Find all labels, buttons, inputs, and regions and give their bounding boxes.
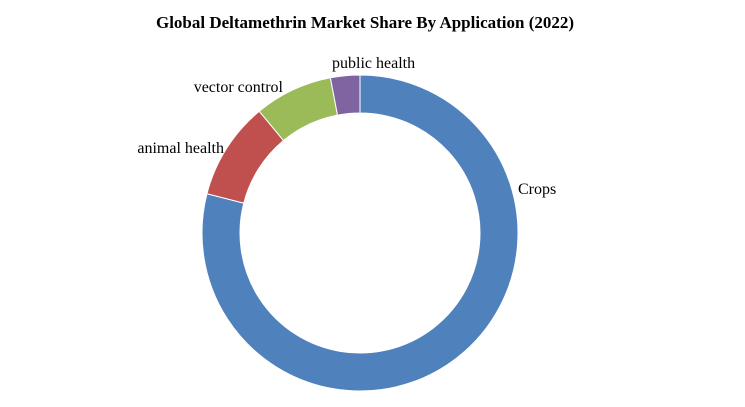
- slice-labels: Crops animal health vector control public h…: [137, 55, 556, 198]
- label-crops: Crops: [518, 181, 556, 198]
- label-vector-control: vector control: [194, 79, 284, 96]
- label-public-health: public health: [332, 55, 415, 72]
- label-animal-health: animal health: [137, 140, 224, 157]
- chart-title: Global Deltamethrin Market Share By Appl…: [156, 13, 574, 32]
- slice-public-health: [329, 74, 361, 116]
- donut-slices: [201, 74, 519, 392]
- slice-crops: [201, 74, 519, 392]
